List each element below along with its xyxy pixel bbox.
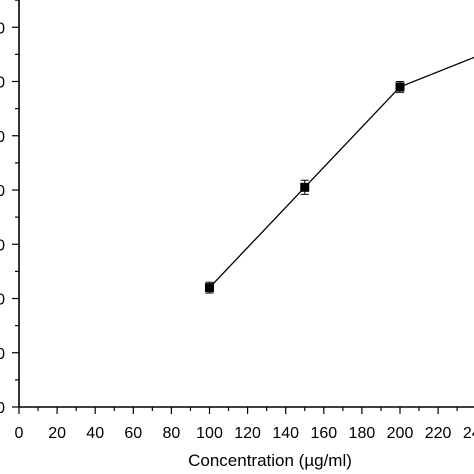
series (205, 56, 474, 294)
y-tick-label: 0 (0, 237, 5, 254)
y-tick-label: 0 (0, 20, 5, 37)
x-tick-label: 40 (86, 425, 104, 442)
x-tick-label: 140 (272, 425, 299, 442)
y-tick-label: 0 (0, 292, 5, 309)
x-axis-title: Concentration (µg/ml) (188, 451, 352, 470)
data-point (205, 283, 214, 293)
ticks: 0204060801001201401601802002202400000000… (0, 0, 474, 442)
y-tick-label: 0 (0, 346, 5, 363)
x-tick-label: 240 (463, 425, 474, 442)
y-tick-label: 0 (0, 400, 5, 417)
x-tick-label: 220 (425, 425, 452, 442)
x-tick-label: 100 (196, 425, 223, 442)
series-line (209, 56, 474, 289)
x-tick-label: 120 (234, 425, 261, 442)
x-tick-label: 180 (349, 425, 376, 442)
x-tick-label: 0 (15, 425, 24, 442)
axes (18, 0, 474, 408)
y-tick-label: 0 (0, 75, 5, 92)
x-tick-label: 20 (48, 425, 66, 442)
x-tick-label: 200 (387, 425, 414, 442)
data-point (300, 182, 310, 192)
y-tick-label: 0 (0, 129, 5, 146)
x-tick-label: 160 (310, 425, 337, 442)
y-tick-label: 0 (0, 183, 5, 200)
x-tick-label: 80 (163, 425, 181, 442)
data-point (395, 82, 405, 92)
x-tick-label: 60 (124, 425, 142, 442)
